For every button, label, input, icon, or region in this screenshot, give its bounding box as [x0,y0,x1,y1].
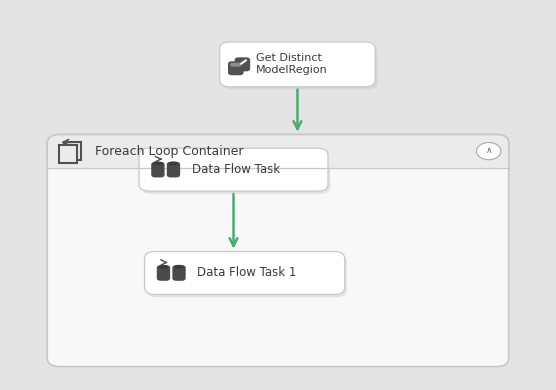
FancyBboxPatch shape [230,63,241,67]
FancyBboxPatch shape [47,135,509,168]
FancyBboxPatch shape [59,145,77,163]
FancyBboxPatch shape [157,265,170,281]
FancyBboxPatch shape [47,135,509,367]
FancyBboxPatch shape [220,42,375,87]
FancyBboxPatch shape [139,148,328,191]
FancyBboxPatch shape [222,45,378,90]
Ellipse shape [153,161,163,165]
FancyBboxPatch shape [151,162,165,177]
FancyBboxPatch shape [48,149,508,168]
FancyBboxPatch shape [147,254,347,297]
Ellipse shape [158,265,168,269]
Text: Get Distinct: Get Distinct [256,53,321,63]
FancyBboxPatch shape [228,61,244,75]
FancyBboxPatch shape [167,162,180,177]
Text: ModelRegion: ModelRegion [256,65,327,75]
Text: Foreach Loop Container: Foreach Loop Container [95,145,243,158]
Ellipse shape [168,161,178,165]
FancyBboxPatch shape [172,265,186,281]
Text: ∧: ∧ [485,146,492,155]
FancyBboxPatch shape [145,252,345,294]
Ellipse shape [174,265,184,269]
Circle shape [476,142,501,160]
FancyBboxPatch shape [141,151,330,194]
FancyBboxPatch shape [235,57,250,71]
Text: Data Flow Task: Data Flow Task [192,163,280,176]
Text: Data Flow Task 1: Data Flow Task 1 [197,266,297,280]
